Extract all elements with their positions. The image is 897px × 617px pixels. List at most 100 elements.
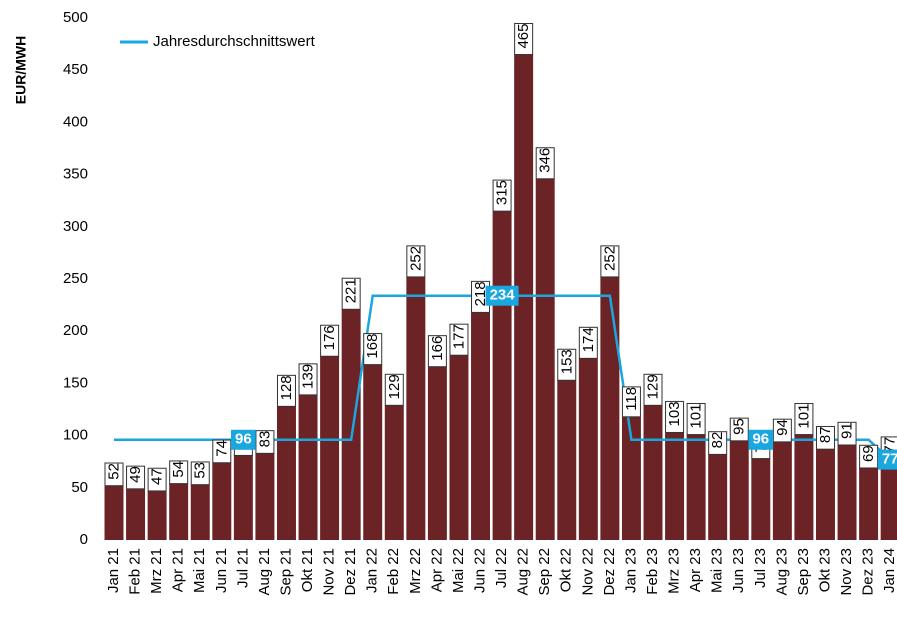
line-label: 234 [485, 285, 519, 306]
value-label-text: 47 [149, 468, 166, 485]
x-tick-label: Jun 23 [730, 548, 747, 593]
y-tick-label: 400 [63, 113, 88, 130]
bar [427, 366, 447, 540]
y-tick-label: 250 [63, 270, 88, 287]
value-label-box [190, 461, 210, 486]
value-label: 49 [126, 465, 146, 490]
y-tick-label: 100 [63, 427, 88, 444]
value-label-text: 139 [300, 364, 317, 389]
value-label-text: 129 [645, 374, 662, 399]
x-tick-label: Sep 21 [277, 548, 294, 596]
value-label: 346 [535, 147, 555, 180]
bar [708, 454, 728, 540]
value-label: 176 [320, 324, 340, 357]
x-tick-label: Jul 22 [493, 548, 510, 588]
x-tick-label: Mrz 22 [407, 548, 424, 594]
x-tick-label: Okt 21 [299, 548, 316, 592]
value-label-text: 176 [321, 325, 338, 350]
value-label: 87 [815, 425, 835, 450]
x-tick-label: Dez 22 [601, 548, 618, 596]
value-label-box [363, 333, 383, 366]
value-label: 47 [147, 467, 167, 492]
value-label: 101 [686, 403, 706, 436]
value-label-text: 69 [860, 445, 877, 462]
line-label-box [231, 429, 256, 450]
value-label-box [686, 403, 706, 436]
bar [729, 440, 749, 540]
value-label-box [837, 421, 857, 446]
value-label-text: 83 [256, 431, 273, 448]
bar [471, 312, 491, 540]
value-label-box [665, 400, 685, 433]
bar [514, 54, 534, 540]
value-label-box [600, 245, 620, 278]
x-tick-label: Nov 23 [838, 548, 855, 596]
y-tick-label: 450 [63, 61, 88, 78]
bar [255, 453, 275, 540]
x-tick-label: Dez 23 [860, 548, 877, 596]
value-label: 101 [794, 403, 814, 436]
bar [212, 462, 232, 540]
value-label: 54 [169, 460, 189, 485]
value-label-text: 77 [882, 437, 897, 454]
x-tick-label: Aug 22 [515, 548, 532, 596]
bar [341, 309, 361, 540]
value-label-text: 174 [580, 327, 597, 352]
x-tick-label: Aug 23 [773, 548, 790, 596]
value-label: 94 [772, 418, 792, 443]
value-label-text: 94 [774, 419, 791, 436]
value-label-box [212, 439, 232, 464]
line-label-box [748, 429, 774, 450]
bar [492, 211, 512, 540]
value-label-box [514, 23, 534, 56]
value-label: 129 [643, 373, 663, 406]
y-tick-label: 50 [71, 479, 88, 496]
value-label: 252 [600, 245, 620, 278]
bar [643, 405, 663, 540]
value-label-box [643, 373, 663, 406]
value-label: 166 [427, 335, 447, 368]
legend-label: Jahresdurchschnittswert [153, 33, 316, 50]
value-label: 129 [384, 373, 404, 406]
value-label: 52 [104, 462, 124, 487]
value-label-box [255, 430, 275, 454]
line-label-box [485, 285, 519, 306]
value-label-box [772, 418, 792, 443]
x-tick-label: Apr 23 [687, 548, 704, 592]
bar [751, 458, 771, 540]
x-tick-label: Sep 22 [536, 548, 553, 596]
value-label: 103 [665, 400, 685, 433]
x-tick-label: Apr 21 [170, 548, 187, 592]
x-tick-label: Nov 22 [579, 548, 596, 596]
y-tick-label: 200 [63, 322, 88, 339]
value-label-box [341, 277, 361, 310]
x-tick-label: Okt 22 [558, 548, 575, 592]
value-label: 252 [406, 245, 426, 278]
value-label-text: 87 [817, 426, 834, 443]
value-label-box [449, 323, 469, 356]
value-label-box [384, 373, 404, 406]
line-label: 96 [231, 429, 256, 450]
value-label-text: 74 [213, 440, 230, 457]
value-label-box [729, 417, 749, 442]
value-label: 315 [492, 179, 512, 212]
bar [406, 276, 426, 540]
bar [815, 449, 835, 540]
value-label-text: 218 [472, 281, 489, 306]
x-tick-label: Feb 22 [385, 548, 402, 595]
value-label-text: 177 [450, 324, 467, 349]
value-label: 153 [557, 348, 577, 381]
bar [320, 356, 340, 540]
bar [859, 467, 879, 540]
x-tick-label: Mai 23 [709, 548, 726, 593]
value-label-text: 101 [795, 404, 812, 429]
bar [449, 355, 469, 540]
value-label-text: 221 [343, 278, 360, 303]
value-label: 174 [578, 326, 598, 359]
value-label-text: 252 [601, 246, 618, 271]
bar [126, 488, 146, 540]
bar [384, 405, 404, 540]
x-tick-label: Mai 22 [450, 548, 467, 593]
y-tick-label: 0 [80, 531, 88, 548]
x-tick-label: Feb 23 [644, 548, 661, 595]
